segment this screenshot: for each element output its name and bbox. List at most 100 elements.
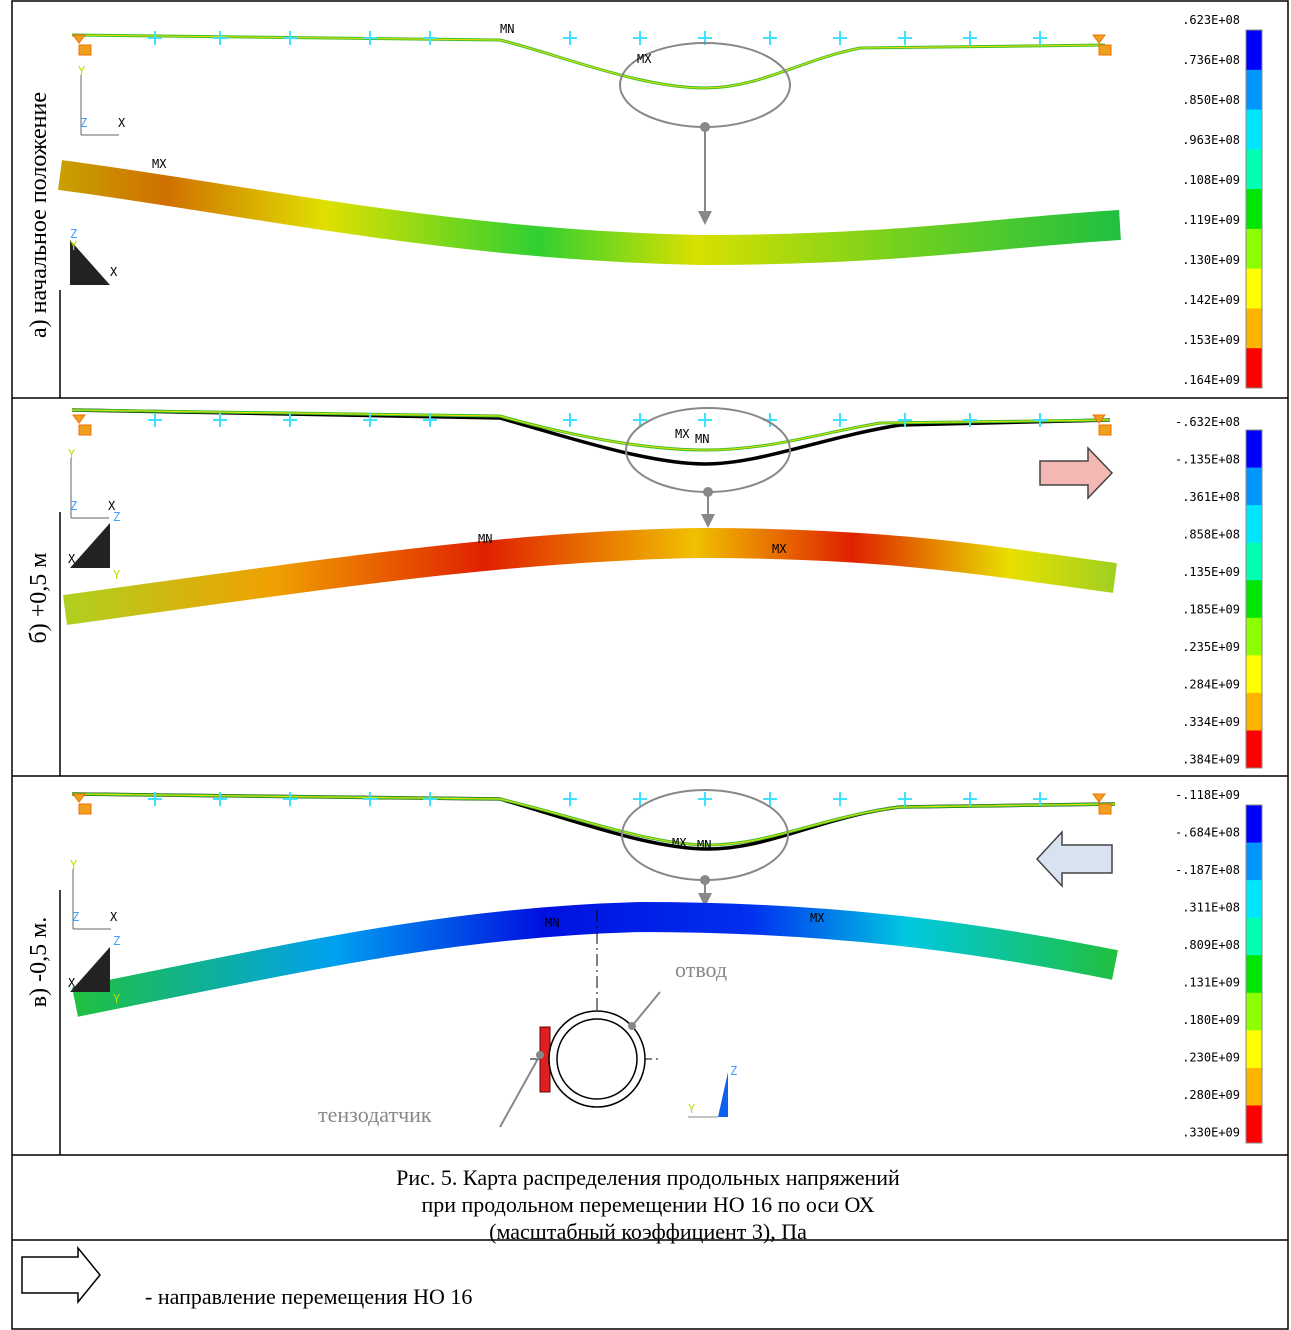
node-mark xyxy=(898,792,912,806)
triad-label: X xyxy=(110,910,118,924)
node-mark xyxy=(148,413,162,427)
extreme-marker: MX xyxy=(637,52,652,66)
overview-line xyxy=(71,33,1106,90)
node-mark xyxy=(633,413,647,427)
extreme-marker: MN xyxy=(478,532,492,546)
colorbar-band xyxy=(1246,505,1262,544)
node-mark xyxy=(1033,413,1047,427)
colorbar-band xyxy=(1246,655,1262,694)
colorbar-band xyxy=(1246,1105,1262,1144)
colorbar-label: .284E+09 xyxy=(1182,678,1240,692)
colorbar-band xyxy=(1246,30,1262,71)
move-arrow xyxy=(1035,830,1113,888)
colorbar-label: .130E+09 xyxy=(1182,253,1240,267)
pipe-section xyxy=(548,1010,646,1108)
overview-line-hi xyxy=(71,409,1111,451)
node-mark xyxy=(213,31,227,45)
pipe-section-inner xyxy=(556,1018,638,1100)
triad-label: Y xyxy=(688,1102,696,1116)
triad xyxy=(72,869,111,930)
extreme-marker: MX xyxy=(672,836,687,850)
colorbar-band xyxy=(1246,430,1262,469)
colorbar-label: -.684E+08 xyxy=(1175,826,1240,840)
triad-label: X xyxy=(108,499,116,513)
node-mark xyxy=(213,413,227,427)
node-mark xyxy=(1033,31,1047,45)
node-mark xyxy=(213,792,227,806)
callout-dot xyxy=(628,1022,636,1030)
colorbar-band xyxy=(1246,109,1262,150)
panel-label: в) -0,5 м. xyxy=(26,917,52,1008)
caption-line: (масштабный коэффициент 3), Па xyxy=(489,1219,807,1244)
node-mark xyxy=(423,31,437,45)
triad-label: Y xyxy=(70,239,78,253)
triad xyxy=(70,458,109,519)
colorbar-band xyxy=(1246,189,1262,230)
node-mark xyxy=(563,31,577,45)
legend-arrow xyxy=(21,1245,101,1305)
extreme-marker: MX xyxy=(675,427,690,441)
panel: а) начальное положение .623E+08 .736E+08 .8… xyxy=(26,13,1263,389)
caption: Рис. 5. Карта распределения продольных н… xyxy=(396,1165,900,1244)
node-mark xyxy=(148,792,162,806)
panel: б) +0,5 м -.632E+08 -.135E+08 .361E+08 .858E… xyxy=(26,407,1263,769)
caption-line: Рис. 5. Карта распределения продольных н… xyxy=(396,1165,900,1190)
zoom-arrowhead xyxy=(698,211,712,225)
pipe xyxy=(72,901,1118,1017)
colorbar-band xyxy=(1246,1030,1262,1069)
extreme-marker: MX xyxy=(152,157,167,171)
panel-label: б) +0,5 м xyxy=(26,553,52,644)
callout-line xyxy=(499,1054,541,1128)
colorbar-band xyxy=(1246,842,1262,881)
section-axis xyxy=(530,910,660,1092)
colorbar-band xyxy=(1246,69,1262,111)
colorbar-label: .623E+08 xyxy=(1182,13,1240,27)
colorbar-band xyxy=(1246,805,1262,844)
triad-label: X xyxy=(68,976,76,990)
colorbar-label: -.632E+08 xyxy=(1175,415,1240,429)
callout-line xyxy=(631,991,661,1027)
support xyxy=(1092,34,1112,56)
triad-label: Z xyxy=(70,499,77,513)
callout-dot xyxy=(536,1051,544,1059)
panel: в) -0,5 м. -.118E+09 -.684E+08 -.187E+08 .31… xyxy=(26,788,1263,1144)
extreme-marker: MX xyxy=(772,542,787,556)
node-mark xyxy=(563,413,577,427)
support xyxy=(72,793,92,815)
colorbar-band xyxy=(1246,268,1262,309)
triad xyxy=(70,240,110,285)
node-mark xyxy=(283,31,297,45)
colorbar-band xyxy=(1246,467,1262,506)
colorbar-label: .736E+08 xyxy=(1182,53,1240,67)
strain-gauge xyxy=(539,1026,551,1093)
legend-text: - направление перемещения НО 16 xyxy=(145,1284,472,1309)
colorbar-label: .858E+08 xyxy=(1182,528,1240,542)
colorbar-label: .330E+09 xyxy=(1182,1126,1240,1140)
colorbar-label: .235E+09 xyxy=(1182,640,1240,654)
node-mark xyxy=(833,413,847,427)
node-mark xyxy=(898,413,912,427)
colorbar-label: .119E+09 xyxy=(1182,213,1240,227)
extreme-marker: MN xyxy=(545,916,559,930)
colorbar-frame xyxy=(1245,804,1263,1144)
extreme-marker: MN xyxy=(697,838,711,852)
colorbar-label: .963E+08 xyxy=(1182,133,1240,147)
node-mark xyxy=(563,792,577,806)
node-mark xyxy=(1033,792,1047,806)
colorbar-label: .142E+09 xyxy=(1182,293,1240,307)
triad-label: Y xyxy=(113,992,121,1006)
section-triad xyxy=(718,1072,728,1117)
support xyxy=(1092,793,1112,815)
node-mark xyxy=(633,31,647,45)
node-mark xyxy=(423,413,437,427)
caption-line: при продольном перемещении НО 16 по оси … xyxy=(421,1192,874,1217)
pipe xyxy=(58,160,1121,266)
triad-label: Z xyxy=(72,910,79,924)
colorbar-band xyxy=(1246,880,1262,919)
colorbar-label: .135E+09 xyxy=(1182,565,1240,579)
colorbar-label: .230E+09 xyxy=(1182,1051,1240,1065)
support xyxy=(72,34,92,56)
overview-line-hi xyxy=(71,34,1106,89)
callout: тензодатчик xyxy=(318,1102,432,1127)
